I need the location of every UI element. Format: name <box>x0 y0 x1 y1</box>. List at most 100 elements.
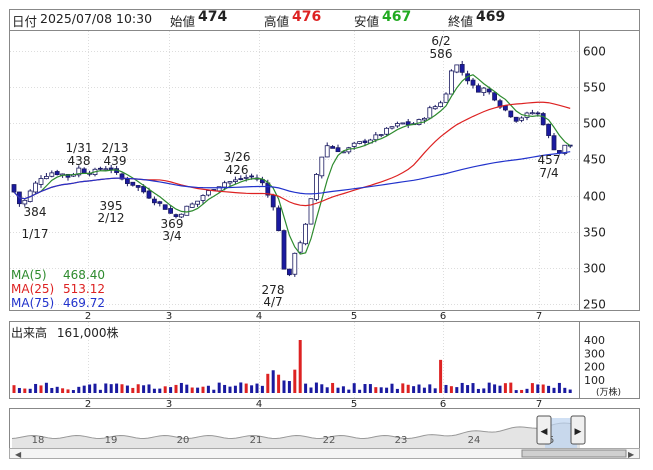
candle-body-71 <box>394 123 400 127</box>
candle-body-81 <box>448 70 454 95</box>
candle-body-99 <box>546 123 551 136</box>
candle-body-4 <box>33 182 38 193</box>
volume-bar-49 <box>277 374 281 393</box>
volume-bar-53 <box>298 340 302 393</box>
annotation-value-586: 586 <box>430 47 453 61</box>
candle-body-76 <box>421 117 427 121</box>
candle-body-7 <box>49 172 55 177</box>
volume-bar-95 <box>525 388 529 393</box>
navigator-handle-left-box <box>536 415 552 445</box>
volume-bar-28 <box>163 386 167 393</box>
volume-bar-38 <box>217 382 221 393</box>
legend-ma75-value: 469.72 <box>63 296 105 310</box>
volume-bar-44 <box>250 385 254 393</box>
candle-body-34 <box>195 200 201 205</box>
candle-body-57 <box>319 156 325 177</box>
annotation-value-457: 457 <box>538 153 561 167</box>
legend-ma5-value: 468.40 <box>63 268 105 282</box>
scroll-right-icon[interactable]: ▶ <box>628 450 635 459</box>
volume-bar-17 <box>104 383 108 393</box>
volume-bar-67 <box>374 387 378 393</box>
legend-ma5: MA(5) 468.40 <box>11 268 105 282</box>
x-tick-3: 3 <box>166 311 172 322</box>
candle-body-21 <box>125 178 130 184</box>
scrollbar-thumb[interactable] <box>521 449 627 458</box>
y-tick-300: 300 <box>583 262 606 276</box>
volume-bar-50 <box>282 380 286 393</box>
navigator-line <box>11 422 581 439</box>
volume-bar-91 <box>503 383 507 393</box>
annotation-value-439: 439 <box>104 154 127 168</box>
y-tick-450: 450 <box>583 153 606 167</box>
scroll-left-icon[interactable]: ◀ <box>15 450 22 459</box>
vol-x-tick-3: 3 <box>166 399 172 410</box>
volume-bar-4 <box>34 383 38 393</box>
volume-unit: (万株) <box>596 386 621 398</box>
volume-bar-46 <box>260 385 264 393</box>
navigator-handle-left-arrow-icon: ◀ <box>541 427 548 437</box>
volume-bar-39 <box>223 384 227 393</box>
candle-body-5 <box>38 178 44 185</box>
volume-bar-98 <box>541 384 545 393</box>
volume-bar-11 <box>71 390 75 393</box>
candle-body-54 <box>303 223 309 245</box>
candle-body-31 <box>178 213 184 218</box>
volume-bar-30 <box>174 384 178 393</box>
date-value: 2025/07/08 10:30 <box>40 11 153 26</box>
volume-bar-52 <box>293 369 297 393</box>
candle-body-44 <box>249 175 255 178</box>
annotation-date-369: 3/4 <box>162 229 181 243</box>
candle-body-56 <box>313 174 319 200</box>
volume-bar-90 <box>498 385 502 393</box>
candle-body-39 <box>222 182 228 188</box>
navigator-label-23: 23 <box>395 435 408 446</box>
annotation-date-457: 7/4 <box>539 166 558 180</box>
volume-bar-94 <box>520 389 524 393</box>
volume-bar-84 <box>466 385 470 393</box>
volume-bar-62 <box>347 389 351 393</box>
candle-body-64 <box>357 141 363 144</box>
candle-body-16 <box>98 167 103 170</box>
volume-bar-72 <box>401 383 405 393</box>
navigator-handle-right[interactable]: ▶ <box>570 415 586 445</box>
candle-body-13 <box>81 168 87 174</box>
candle-body-17 <box>103 168 109 171</box>
candles-group <box>11 60 573 277</box>
annotation-value-369: 369 <box>161 217 184 231</box>
volume-bar-26 <box>152 388 156 393</box>
volume-bar-86 <box>476 388 480 393</box>
volume-bar-97 <box>536 384 540 393</box>
annotation-date-278: 4/7 <box>263 295 282 309</box>
candle-body-70 <box>389 126 395 129</box>
candle-body-83 <box>459 64 465 73</box>
annotation-value-278: 278 <box>262 283 285 297</box>
navigator-label-20: 20 <box>177 435 190 446</box>
volume-bar-68 <box>379 387 383 393</box>
navigator-handle-left[interactable]: ◀ <box>536 415 552 445</box>
volume-bar-47 <box>266 373 270 393</box>
candle-body-53 <box>297 242 303 253</box>
candle-body-87 <box>481 87 487 93</box>
volume-bar-7 <box>50 387 54 393</box>
navigator-label-21: 21 <box>250 435 263 446</box>
volume-bar-51 <box>287 381 291 393</box>
volume-tick-100: 100 <box>584 374 605 387</box>
candle-body-8 <box>54 171 60 176</box>
volume-bar-22 <box>131 387 135 393</box>
volume-bar-96 <box>530 383 534 393</box>
volume-bar-93 <box>514 390 518 393</box>
volume-bar-88 <box>487 382 491 393</box>
annotation-value-395: 395 <box>100 199 123 213</box>
volume-bar-55 <box>309 387 313 393</box>
volume-panel-frame <box>9 321 640 399</box>
open-label: 始値 <box>170 14 196 29</box>
volume-bar-33 <box>190 387 194 393</box>
volume-bar-14 <box>88 384 92 393</box>
volume-tick-300: 300 <box>584 347 605 360</box>
candle-body-85 <box>470 79 476 86</box>
volume-tick-400: 400 <box>584 334 605 347</box>
candle-body-94 <box>519 117 524 121</box>
volume-bars-group <box>12 340 572 393</box>
volume-bar-63 <box>352 383 356 393</box>
